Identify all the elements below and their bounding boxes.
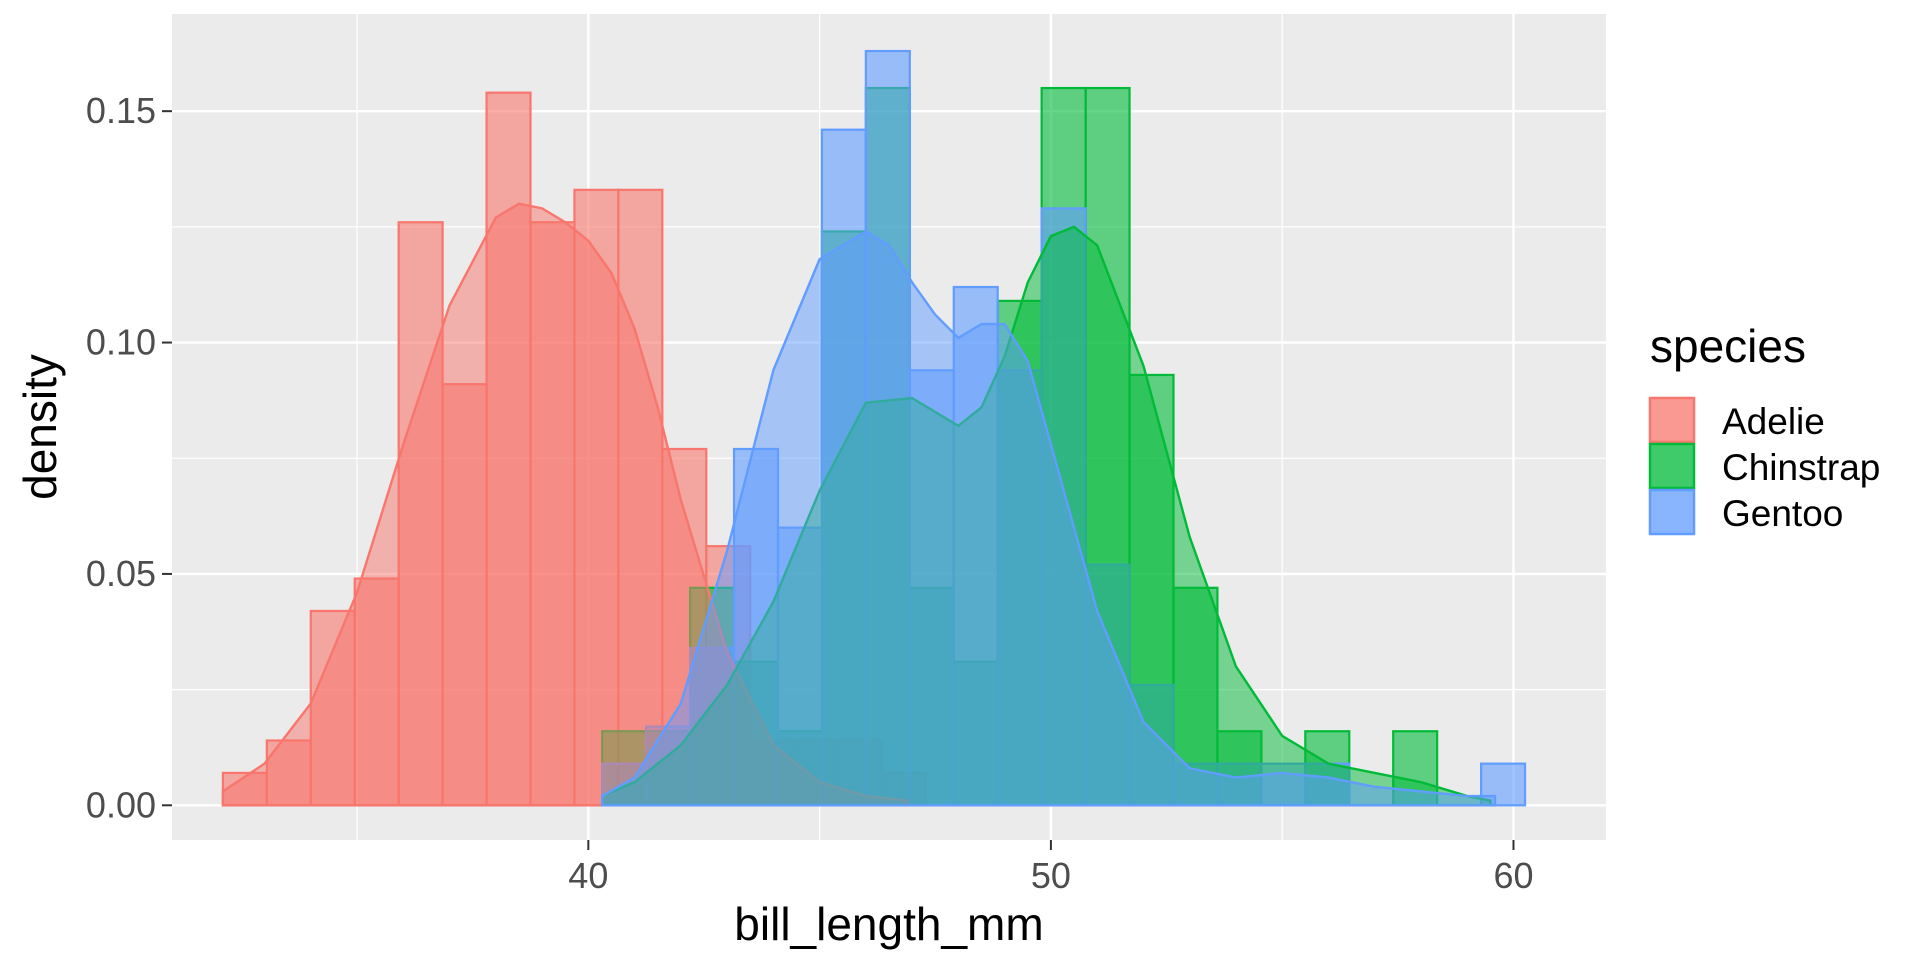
y-tick-label: 0.05 — [86, 553, 156, 594]
density-curves — [221, 202, 1497, 807]
y-tick-label: 0.00 — [86, 784, 156, 825]
legend-label-adelie: Adelie — [1722, 401, 1825, 442]
legend-key-gentoo — [1648, 488, 1696, 536]
legend-label-chinstrap: Chinstrap — [1722, 447, 1880, 488]
y-tick-label: 0.10 — [86, 322, 156, 363]
x-tick-label: 40 — [568, 855, 608, 896]
legend-key-adelie — [1648, 396, 1696, 444]
legend-key-chinstrap — [1648, 442, 1696, 490]
density-curve-gentoo — [601, 230, 1497, 807]
x-axis-title: bill_length_mm — [734, 898, 1043, 950]
y-axis-title: density — [14, 354, 66, 500]
legend: species Adelie Chinstrap Gentoo — [1648, 320, 1880, 536]
axes: 0.00 0.05 0.10 0.15 40 50 60 — [86, 90, 1534, 896]
y-tick-label: 0.15 — [86, 90, 156, 131]
x-tick-label: 50 — [1031, 855, 1071, 896]
legend-title: species — [1650, 320, 1806, 372]
legend-label-gentoo: Gentoo — [1722, 493, 1843, 534]
x-tick-label: 60 — [1493, 855, 1533, 896]
